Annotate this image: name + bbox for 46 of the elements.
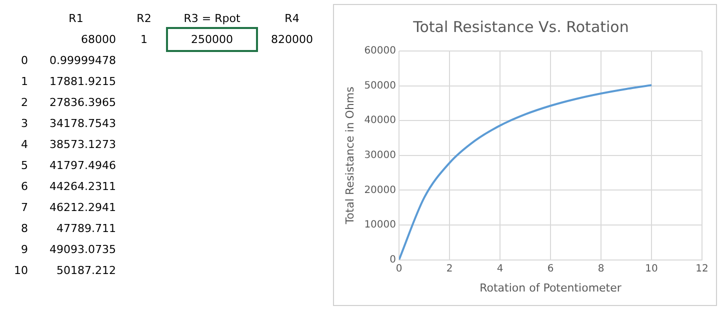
text: 0 [20, 53, 29, 69]
text: 38573.1273 [48, 137, 117, 153]
y-tick-label: 30000 [364, 150, 396, 161]
text: 1 [20, 74, 29, 90]
text: 1 [140, 32, 148, 48]
x-tick-label: 2 [446, 263, 453, 274]
y-tick-label: 0 [390, 254, 396, 266]
x-tick-label: 10 [645, 263, 658, 274]
text: 50187.212 [56, 263, 117, 279]
text: 820000 [270, 32, 314, 48]
chart-title: Total Resistance Vs. Rotation [412, 18, 629, 36]
text: R1 [68, 11, 84, 27]
text: 49093.0735 [48, 242, 117, 258]
line-series [399, 84, 652, 260]
text: 27836.3965 [48, 95, 117, 111]
y-tick-label: 20000 [364, 184, 396, 196]
text: 68000 [80, 32, 117, 48]
x-tick-label: 8 [598, 263, 604, 274]
y-axis-title: Total Resistance in Ohms [343, 86, 356, 226]
text: R3 = Rpot [182, 11, 242, 27]
text: 34178.7543 [48, 116, 117, 132]
x-tick-label: 6 [547, 263, 554, 274]
text: 2 [20, 95, 29, 111]
x-axis-title: Rotation of Potentiometer [480, 281, 622, 294]
text: 0.99999478 [48, 53, 117, 69]
text: 4 [20, 137, 29, 153]
y-tick-label: 40000 [364, 115, 396, 126]
text: 5 [20, 158, 29, 174]
text: 44264.2311 [48, 179, 117, 195]
text: 250000 [168, 29, 256, 50]
text: 47789.711 [56, 221, 117, 237]
text: 8 [20, 221, 29, 237]
x-tick-label: 12 [696, 263, 708, 274]
text: 46212.2941 [48, 200, 117, 216]
text: 7 [20, 200, 29, 216]
text: 3 [20, 116, 29, 132]
y-tick-label: 10000 [364, 220, 396, 231]
text: 9 [20, 242, 29, 258]
text: 6 [20, 179, 29, 195]
text: R4 [284, 11, 300, 27]
x-tick-label: 4 [496, 263, 504, 274]
y-tick-label: 60000 [364, 46, 396, 57]
text: 17881.9215 [48, 74, 117, 90]
text: R2 [136, 11, 152, 27]
y-tick-label: 50000 [364, 80, 396, 92]
text: 41797.4946 [48, 158, 117, 174]
